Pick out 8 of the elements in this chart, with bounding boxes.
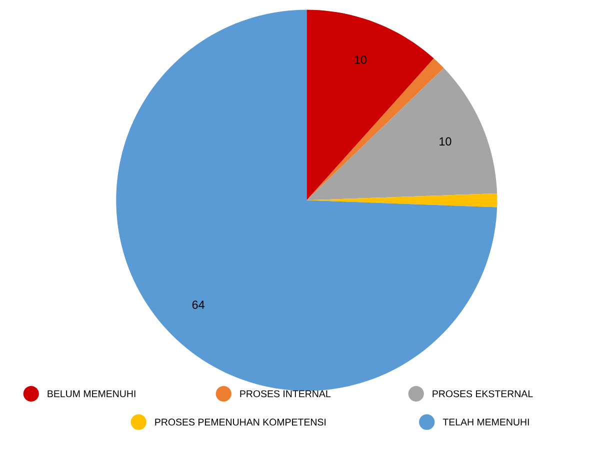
legend-label: PROSES EKSTERNAL	[432, 390, 533, 398]
data-label: 10	[354, 55, 366, 64]
legend-label: TELAH MEMENUHI	[442, 418, 529, 426]
legend-label: PROSES INTERNAL	[240, 390, 331, 398]
legend-label: PROSES PEMENUHAN KOMPETENSI	[155, 418, 326, 426]
legend-label: BELUM MEMENUHI	[48, 390, 136, 398]
data-label: 10	[440, 137, 452, 146]
data-label: 64	[192, 300, 204, 309]
